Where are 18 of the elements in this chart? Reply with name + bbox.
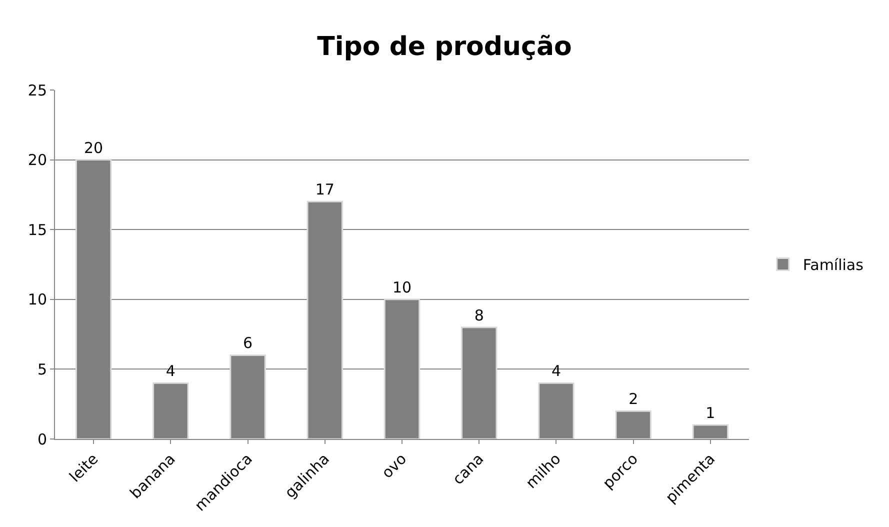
data-label: 20	[84, 138, 104, 157]
x-tick-label: ovo	[378, 450, 410, 482]
data-label: 17	[315, 180, 334, 199]
data-label: 2	[628, 390, 638, 408]
data-label: 8	[474, 306, 484, 324]
legend-label: Famílias	[802, 256, 864, 274]
y-tick-label: 25	[28, 81, 47, 100]
y-tick-label: 5	[37, 360, 47, 378]
data-label: 4	[551, 362, 561, 380]
y-tick-label: 20	[28, 151, 47, 170]
chart-title: Tipo de produção	[317, 32, 572, 62]
data-label: 10	[392, 278, 412, 296]
data-label: 1	[706, 404, 716, 422]
data-label: 4	[166, 362, 176, 380]
y-tick-label: 0	[37, 430, 47, 448]
y-tick-label: 10	[28, 290, 47, 309]
data-label: 6	[243, 334, 253, 352]
y-tick-label: 15	[28, 220, 47, 239]
